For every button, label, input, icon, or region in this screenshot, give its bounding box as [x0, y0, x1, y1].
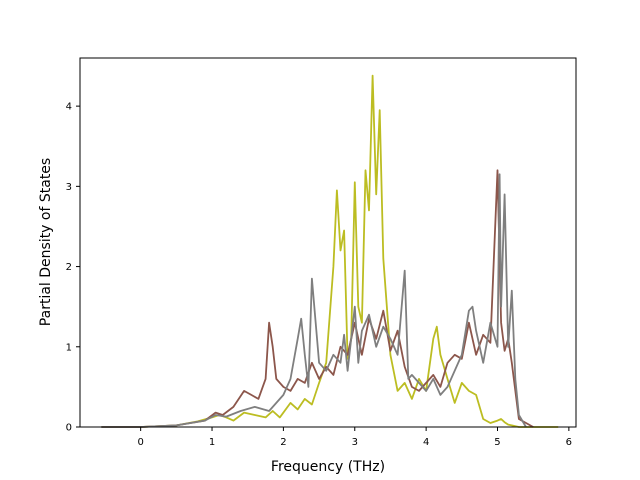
- x-tick-label: 6: [566, 437, 572, 448]
- y-tick-label: 3: [66, 182, 72, 193]
- plot-frame: [79, 57, 577, 428]
- x-axis-ticks: 0 1 2 3 4 5 6: [137, 427, 572, 448]
- series-layer: [101, 74, 559, 428]
- y-axis-ticks: 0 1 2 3 4: [66, 102, 80, 434]
- x-tick-label: 4: [423, 437, 429, 448]
- x-tick-label: 0: [137, 437, 143, 448]
- y-tick-label: 1: [66, 342, 72, 353]
- series-line-3: [101, 173, 527, 428]
- y-tick-label: 2: [66, 262, 72, 273]
- y-axis-label: Partial Density of States: [38, 158, 54, 326]
- x-tick-label: 1: [209, 437, 215, 448]
- x-tick-label: 3: [352, 437, 358, 448]
- series-line-2: [101, 169, 534, 428]
- y-tick-label: 4: [66, 102, 72, 113]
- plot-background: [80, 58, 576, 427]
- x-axis-label: Frequency (THz): [271, 459, 385, 475]
- y-tick-label: 0: [66, 423, 72, 434]
- x-tick-label: 5: [494, 437, 500, 448]
- series-line-1: [101, 74, 559, 428]
- x-tick-label: 2: [280, 437, 286, 448]
